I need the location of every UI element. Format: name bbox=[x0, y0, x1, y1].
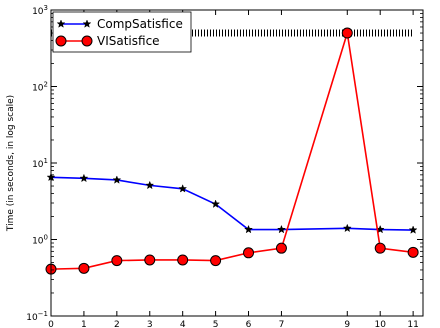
series-compsatisfice bbox=[46, 172, 418, 234]
data-point-visatisfice bbox=[144, 254, 156, 266]
series-visatisfice bbox=[45, 27, 419, 275]
data-point-compsatisfice bbox=[211, 199, 221, 208]
legend-box bbox=[52, 11, 192, 53]
data-point-visatisfice bbox=[177, 254, 189, 266]
data-point-visatisfice bbox=[275, 242, 287, 254]
data-point-visatisfice bbox=[78, 262, 90, 274]
x-tick-label: 3 bbox=[147, 320, 153, 328]
axes: 0 1 2 3 4 5 6 7 9 10 11 10−1 100 101 102 103 Time (in se… bbox=[6, 4, 424, 328]
data-point-visatisfice bbox=[341, 27, 353, 39]
data-point-compsatisfice bbox=[145, 180, 155, 190]
series-line-compsatisfice bbox=[50, 176, 414, 231]
series-line-visatisfice bbox=[50, 32, 414, 270]
x-tick-label: 10 bbox=[374, 320, 386, 328]
data-point-visatisfice bbox=[210, 255, 222, 267]
x-tick-label: 7 bbox=[279, 320, 285, 328]
data-point-compsatisfice bbox=[408, 225, 418, 234]
data-point-compsatisfice bbox=[276, 224, 286, 234]
legend-marker-compsatisfice bbox=[82, 19, 92, 28]
x-tick-label: 0 bbox=[48, 320, 54, 328]
x-tick-label: 11 bbox=[407, 320, 418, 328]
y-tick-label: 10−1 bbox=[26, 310, 48, 323]
x-tick-label: 1 bbox=[81, 320, 87, 328]
legend-marker-visatisfice bbox=[55, 35, 67, 47]
x-tick-label: 5 bbox=[213, 320, 219, 328]
x-tick-label: 2 bbox=[114, 320, 120, 328]
plot-area bbox=[45, 27, 419, 275]
data-point-visatisfice bbox=[407, 246, 419, 258]
y-tick-label: 102 bbox=[32, 81, 48, 94]
data-point-visatisfice bbox=[374, 242, 386, 254]
legend-marker-compsatisfice bbox=[56, 19, 66, 28]
x-tick-label: 4 bbox=[180, 320, 186, 328]
data-point-compsatisfice bbox=[112, 175, 122, 184]
legend-label-compsatisfice: CompSatisfice bbox=[97, 17, 183, 31]
x-tick-label: 6 bbox=[246, 320, 252, 328]
legend-marker-visatisfice bbox=[81, 35, 93, 47]
y-tick-label: 100 bbox=[32, 234, 48, 247]
data-point-visatisfice bbox=[111, 255, 123, 267]
y-tick-label: 103 bbox=[32, 4, 48, 17]
legend-label-visatisfice: VISatisfice bbox=[97, 34, 160, 48]
y-axis-label: Time (in seconds, in log scale) bbox=[6, 95, 16, 232]
data-point-compsatisfice bbox=[79, 173, 89, 183]
legend: CompSatisfice VISatisfice bbox=[52, 11, 192, 53]
data-point-compsatisfice bbox=[244, 224, 254, 234]
data-point-visatisfice bbox=[243, 247, 255, 259]
x-tick-label: 9 bbox=[344, 320, 350, 328]
y-tick-label: 101 bbox=[32, 157, 48, 170]
data-point-compsatisfice bbox=[178, 184, 188, 193]
data-point-compsatisfice bbox=[342, 223, 352, 233]
